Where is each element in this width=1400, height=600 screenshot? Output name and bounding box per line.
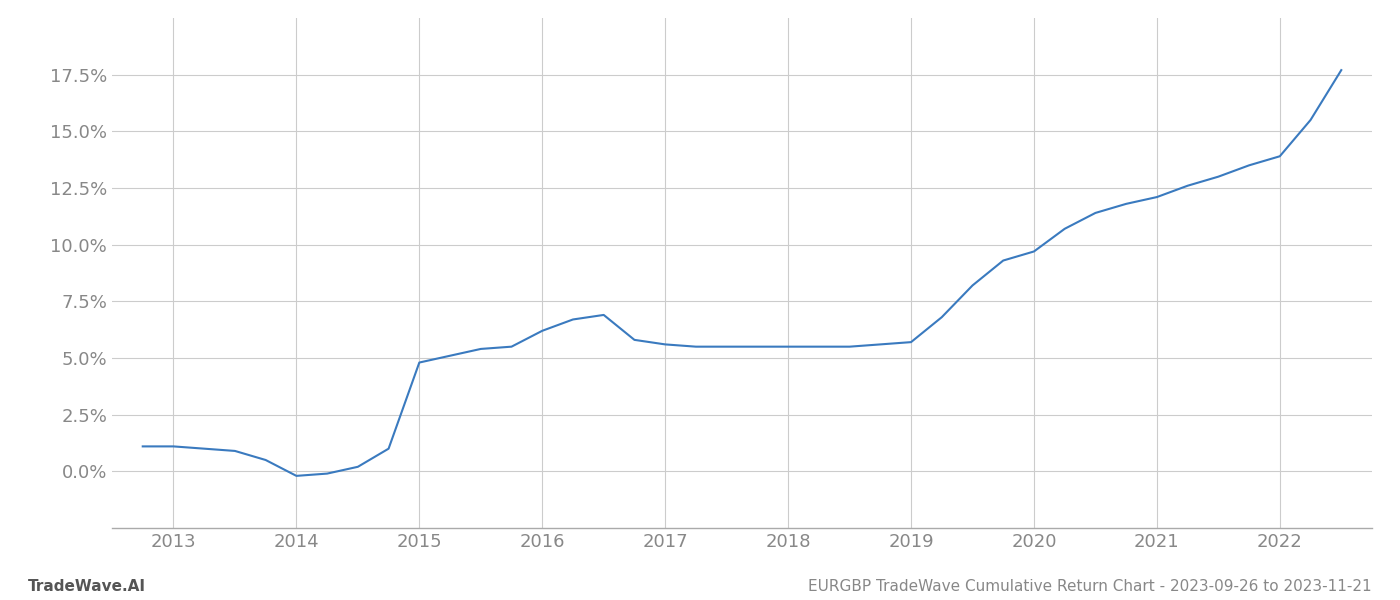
Text: EURGBP TradeWave Cumulative Return Chart - 2023-09-26 to 2023-11-21: EURGBP TradeWave Cumulative Return Chart…: [808, 579, 1372, 594]
Text: TradeWave.AI: TradeWave.AI: [28, 579, 146, 594]
